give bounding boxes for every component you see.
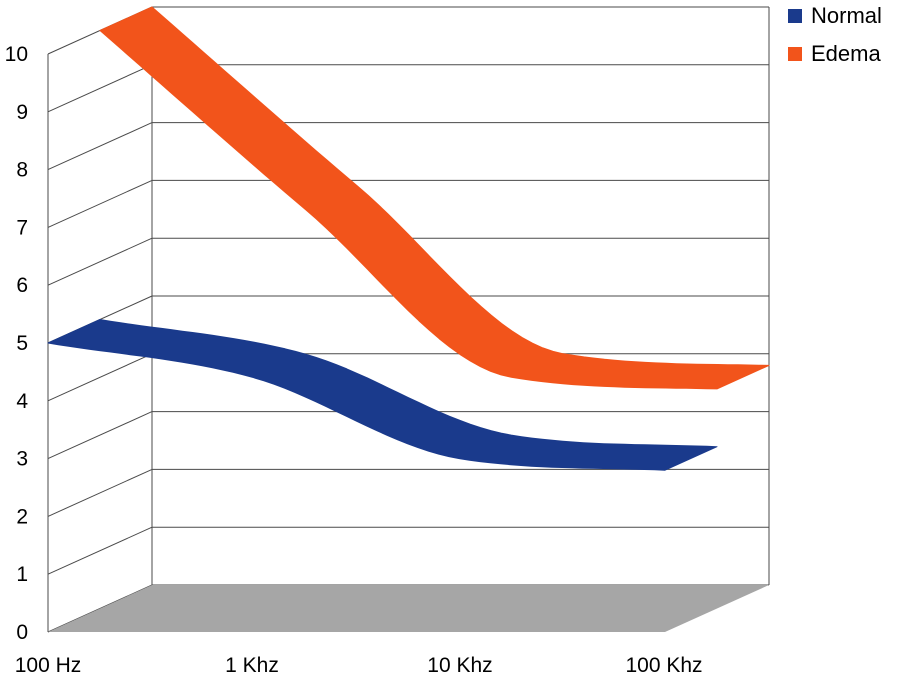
x-axis-ticks: 100 Hz 1 Khz 10 Khz 100 Khz — [15, 654, 703, 677]
y-tick-label-6: 6 — [16, 274, 28, 297]
chart-floor-plane — [48, 585, 769, 632]
gridline-side-2 — [47, 468, 153, 517]
gridline-side-6 — [47, 237, 153, 286]
x-tick-label-0: 100 Hz — [15, 654, 82, 677]
x-tick-label-2: 10 Khz — [427, 654, 492, 677]
chart-series — [47, 6, 770, 471]
y-tick-label-9: 9 — [16, 101, 28, 124]
legend-label-edema: Edema — [811, 41, 881, 66]
chart-walls — [47, 6, 770, 633]
x-tick-label-3: 100 Khz — [625, 654, 702, 677]
y-tick-label-7: 7 — [16, 216, 28, 239]
legend-swatch-normal — [788, 9, 802, 23]
y-tick-label-0: 0 — [16, 621, 28, 644]
gridline-side-8 — [47, 122, 153, 171]
y-axis-ticks: 0 1 2 3 4 5 6 7 8 9 10 — [5, 43, 29, 644]
legend-label-normal: Normal — [811, 3, 882, 28]
series-ribbon-normal — [47, 319, 718, 471]
y-tick-label-2: 2 — [16, 505, 28, 528]
legend: Normal Edema — [788, 3, 882, 66]
chart-floor — [48, 585, 769, 632]
y-tick-label-5: 5 — [16, 332, 28, 355]
gridline-side-9 — [47, 64, 153, 113]
y-tick-label-8: 8 — [16, 159, 28, 182]
y-tick-label-3: 3 — [16, 448, 28, 471]
y-tick-label-4: 4 — [16, 390, 28, 413]
legend-swatch-edema — [788, 47, 802, 61]
series-ribbon-edema — [99, 6, 770, 390]
gridline-side-4 — [47, 353, 153, 402]
gridline-side-7 — [47, 179, 153, 228]
y-tick-label-10: 10 — [5, 43, 28, 66]
gridline-side-1 — [47, 526, 153, 575]
x-tick-label-1: 1 Khz — [225, 654, 279, 677]
gridline-side-3 — [47, 411, 153, 460]
y-tick-label-1: 1 — [16, 563, 28, 586]
